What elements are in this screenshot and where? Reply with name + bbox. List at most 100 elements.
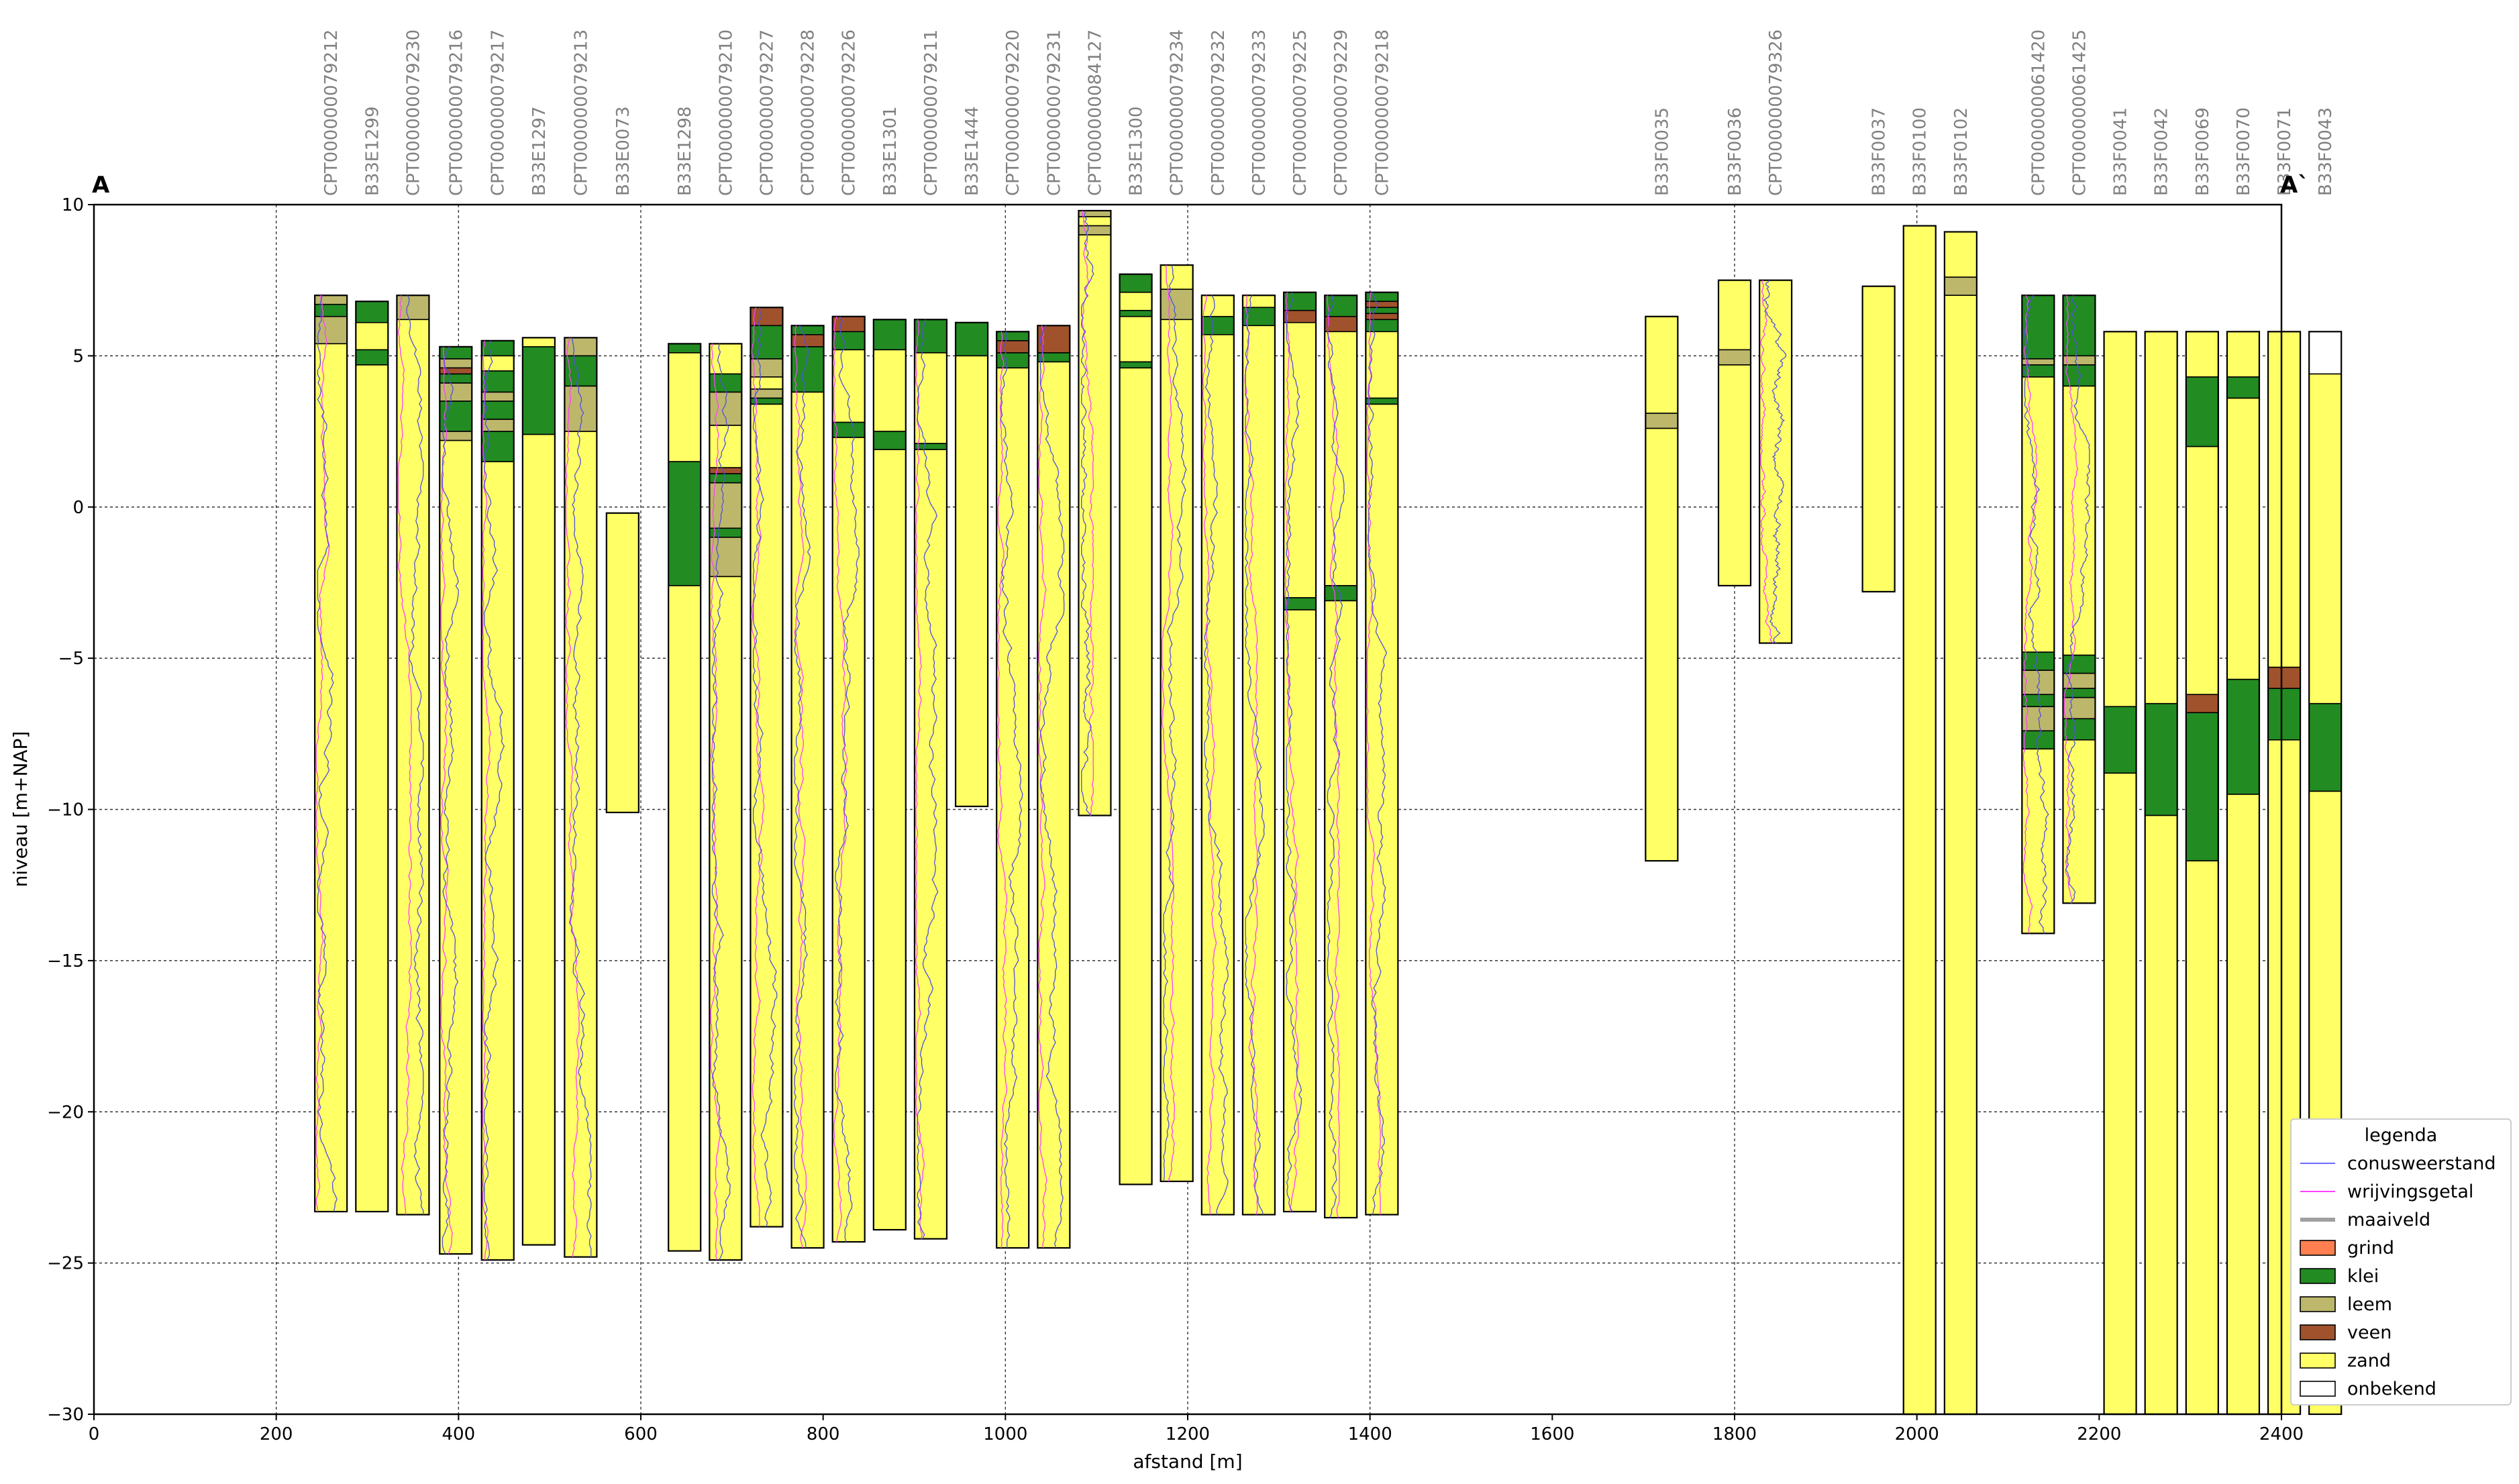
y-tick-label: 10 (62, 195, 84, 215)
wrijvingsgetal-trace (1284, 292, 1299, 1212)
wrijvingsgetal-trace (2022, 295, 2037, 934)
x-axis-title: afstand [m] (1133, 1450, 1242, 1473)
soil-layer-zand (2186, 331, 2219, 378)
borehole-outline (564, 337, 598, 1258)
borehole-column (668, 343, 702, 1252)
borehole-column (605, 512, 639, 814)
borehole-name-label: CPT000000079211 (921, 30, 941, 196)
soil-layer-zand (2308, 373, 2342, 704)
soil-layer-klei (668, 343, 702, 354)
soil-layer-leem (1944, 276, 1977, 297)
borehole-column (1717, 279, 1752, 587)
soil-layer-leem (314, 295, 348, 305)
borehole-outline (709, 343, 743, 1261)
y-tick-label: 0 (72, 498, 84, 518)
soil-layer-zand (790, 391, 825, 1249)
soil-layer-klei (2267, 688, 2301, 741)
legend-label-wrijvingsgetal: wrijvingsgetal (2347, 1181, 2473, 1202)
borehole-column (1282, 291, 1317, 1213)
borehole-column (1241, 295, 1276, 1216)
borehole-column (913, 319, 948, 1240)
borehole-name-label: CPT000000079229 (1331, 30, 1351, 196)
conusweerstand-trace (1039, 325, 1065, 1249)
soil-layer-zand (480, 461, 515, 1261)
borehole-column (2062, 295, 2096, 904)
borehole-column (314, 295, 348, 1213)
x-tick-label: 1800 (1712, 1424, 1757, 1444)
legend-title: legenda (2365, 1125, 2438, 1146)
soil-layer-zand (2267, 331, 2301, 668)
soil-layer-leem (1078, 210, 1112, 217)
legend-label-veen: veen (2347, 1322, 2392, 1343)
borehole-name-label: CPT000000079231 (1044, 30, 1064, 196)
borehole-name-label: B33F0041 (2111, 107, 2131, 196)
borehole-column (1943, 231, 1977, 1416)
soil-layer-zand (709, 343, 743, 375)
conusweerstand-trace (568, 337, 592, 1257)
borehole-column (1645, 315, 1679, 862)
soil-layer-klei (873, 431, 907, 450)
legend: legenda conusweerstand wrijvingsgetal maaiv… (2290, 1118, 2512, 1406)
soil-layer-zand (480, 355, 515, 372)
borehole-outline (1037, 325, 1071, 1249)
y-tick-label: −10 (47, 800, 84, 820)
soil-layer-zand (914, 449, 947, 1240)
soil-layer-klei (2226, 678, 2260, 795)
x-tick-label: 2000 (1895, 1424, 1939, 1444)
soil-layer-veen (1365, 301, 1399, 309)
soil-layer-zand (1201, 334, 1235, 1216)
wrijvingsgetal-trace (440, 346, 453, 1255)
borehole-outline (1861, 285, 1896, 593)
soil-layer-zand (1119, 315, 1153, 363)
borehole-name-label: B33E1444 (962, 106, 982, 196)
soil-layer-klei (2103, 706, 2137, 774)
borehole-name-label: B33F0069 (2193, 107, 2213, 196)
borehole-column (1119, 273, 1153, 1185)
soil-layer-zand (2062, 385, 2096, 656)
y-tick-label: −5 (58, 649, 84, 669)
soil-layer-klei (480, 431, 515, 462)
conusweerstand-trace (1163, 265, 1187, 1182)
conusweerstand-trace (1204, 295, 1229, 1215)
borehole-name-label: B33F0102 (1951, 107, 1971, 196)
soil-layer-zand (955, 355, 988, 807)
soil-layer-klei (2144, 702, 2178, 816)
wrijvingsgetal-trace (1244, 295, 1258, 1215)
wrijvingsgetal-trace (1038, 325, 1047, 1249)
borehole-column (521, 337, 556, 1246)
soil-layer-zand (1078, 234, 1112, 816)
soil-layer-zand (2144, 331, 2178, 704)
y-tick-label: −15 (47, 951, 84, 971)
x-tick-label: 400 (442, 1424, 476, 1444)
soil-layer-klei (1119, 361, 1153, 369)
borehole-name-label: B33E1297 (529, 106, 550, 196)
soil-layer-veen (790, 334, 825, 348)
borehole-name-label: B33F0100 (1910, 107, 1931, 196)
borehole-column (1365, 291, 1399, 1216)
borehole-column (1861, 285, 1896, 593)
soil-layer-zand (1283, 321, 1317, 598)
wrijvingsgetal-trace (794, 325, 807, 1249)
soil-layer-veen (2267, 666, 2301, 690)
soil-layer-zand (831, 349, 866, 423)
soil-layer-zand (2103, 331, 2137, 708)
borehole-outline (913, 319, 948, 1240)
conusweerstand-trace (794, 325, 811, 1249)
soil-layer-klei (750, 325, 784, 360)
soil-layer-zand (2186, 445, 2219, 696)
borehole-name-label: CPT000000079218 (1372, 30, 1392, 196)
conusweerstand-trace (1286, 292, 1302, 1212)
wrijvingsgetal-trace (997, 331, 1008, 1249)
soil-layer-klei (2226, 376, 2260, 399)
soil-layer-zand (355, 364, 389, 1212)
soil-layer-zand (1242, 325, 1276, 1216)
borehole-name-label: CPT000000061425 (2069, 30, 2090, 196)
soil-layer-leem (709, 537, 743, 578)
soil-layer-klei (955, 321, 988, 357)
borehole-name-label: CPT000000079227 (757, 30, 777, 196)
wrijvingsgetal-trace (833, 316, 848, 1242)
borehole-column (1902, 225, 1937, 1416)
soil-layer-zand (1944, 231, 1977, 278)
soil-layer-zand (355, 321, 389, 351)
axes: −30 −25 −20 −15 −10 −5 0 5 10 0 200 400 600 800 1000 12… (47, 195, 2304, 1444)
